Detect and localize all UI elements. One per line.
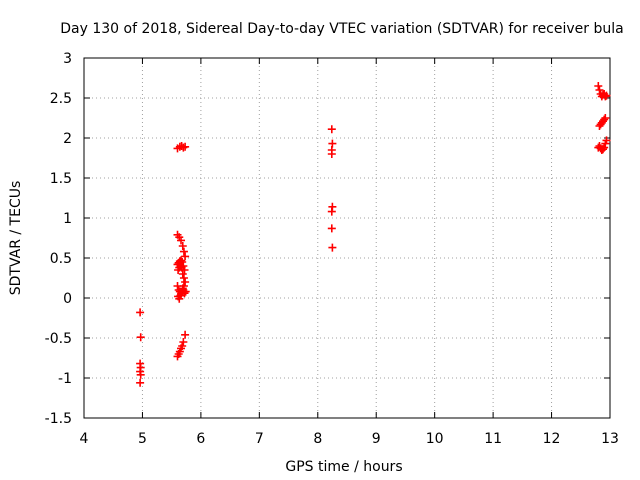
data-point xyxy=(594,82,603,90)
x-tick-label: 4 xyxy=(80,431,89,447)
y-tick-label: -0.5 xyxy=(45,331,72,347)
plot-border xyxy=(83,57,611,419)
y-tick-label: 1.5 xyxy=(50,171,72,187)
chart-title: Day 130 of 2018, Sidereal Day-to-day VTE… xyxy=(60,21,623,37)
data-point xyxy=(602,91,611,100)
data-point xyxy=(177,263,186,272)
data-point xyxy=(179,338,188,346)
x-tick-label: 8 xyxy=(313,431,322,447)
data-point xyxy=(181,287,190,296)
data-point xyxy=(136,333,145,342)
x-tick-label: 6 xyxy=(196,431,205,447)
y-axis-label: SDTVAR / TECUs xyxy=(8,181,24,296)
y-tick-label: 0.5 xyxy=(50,251,72,267)
data-point xyxy=(136,370,145,379)
data-point xyxy=(176,262,185,270)
data-point xyxy=(327,125,336,134)
y-tick-label: 3 xyxy=(63,51,72,67)
data-point xyxy=(179,274,188,282)
data-point xyxy=(179,282,188,290)
x-tick-label: 5 xyxy=(138,431,147,447)
data-point xyxy=(602,136,611,145)
data-point xyxy=(178,242,187,250)
x-tick-label: 11 xyxy=(484,431,502,447)
data-points xyxy=(136,82,611,387)
data-point xyxy=(327,224,336,233)
y-tick-label: 1 xyxy=(63,211,72,227)
x-tick-label: 12 xyxy=(543,431,561,447)
data-point xyxy=(178,342,187,350)
data-point xyxy=(327,207,336,216)
data-point xyxy=(327,150,336,158)
data-point xyxy=(181,252,190,261)
data-point xyxy=(136,378,145,387)
data-point xyxy=(598,145,607,154)
y-tick-label: -1.5 xyxy=(45,411,72,427)
x-tick-label: 7 xyxy=(255,431,264,447)
y-tick-label: -1 xyxy=(58,371,72,387)
data-point xyxy=(176,291,185,300)
data-point xyxy=(328,243,337,252)
tick-marks xyxy=(83,57,611,419)
grid xyxy=(84,58,610,418)
data-point xyxy=(600,143,609,152)
data-point xyxy=(136,308,145,317)
data-point xyxy=(600,115,609,124)
data-point xyxy=(177,236,186,245)
x-tick-label: 10 xyxy=(426,431,444,447)
data-point xyxy=(181,278,190,286)
data-point xyxy=(181,330,190,339)
x-tick-label: 13 xyxy=(601,431,619,447)
x-axis-label: GPS time / hours xyxy=(285,459,402,475)
data-point xyxy=(181,142,190,151)
data-point xyxy=(179,247,188,256)
data-point xyxy=(601,114,610,122)
y-tick-label: 0 xyxy=(63,291,72,307)
y-tick-label: 2.5 xyxy=(50,91,72,107)
y-tick-label: 2 xyxy=(63,131,72,147)
x-tick-label: 9 xyxy=(372,431,381,447)
data-point xyxy=(595,86,604,94)
data-point xyxy=(178,270,187,278)
y-tick-labels: -1.5 -1 -0.5 0 0.5 1 1.5 2 2.5 3 xyxy=(45,51,72,427)
x-tick-labels: 4 5 6 7 8 9 10 11 12 13 xyxy=(80,431,619,447)
